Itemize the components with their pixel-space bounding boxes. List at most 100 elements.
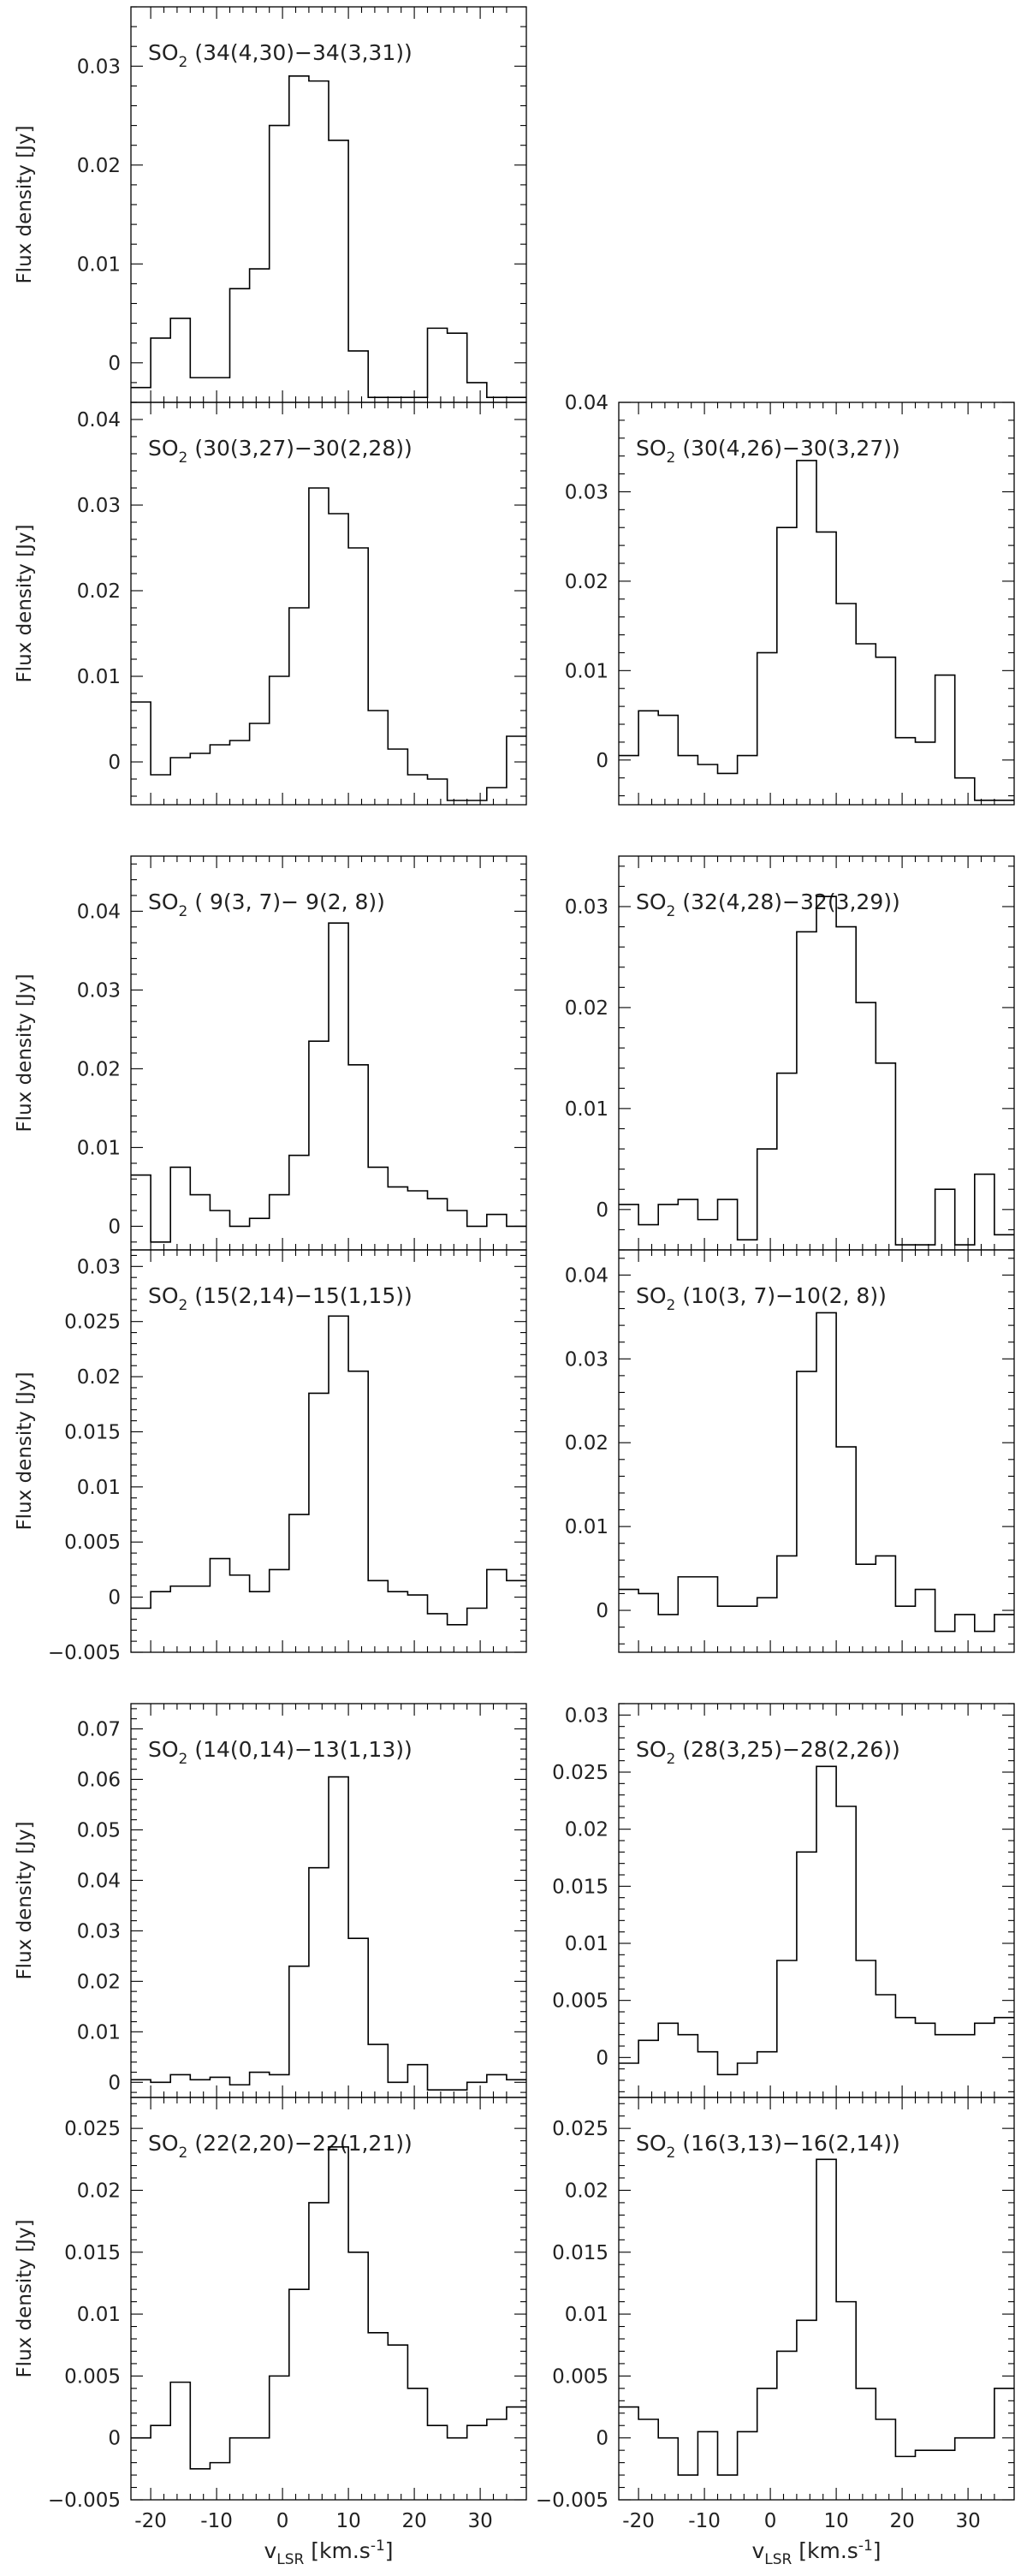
x-tick-label: 30	[955, 2510, 980, 2532]
y-tick-label: 0.07	[77, 1718, 121, 1740]
y-tick-label: 0	[596, 1600, 608, 1622]
y-tick-label: 0.01	[77, 2021, 121, 2044]
y-tick-label: 0	[596, 1199, 608, 1222]
spectrum-panel-9: 0 0.01 0.02 0.03 0.04 0.05 0.06 0.07 Flux densit…	[14, 1703, 527, 2098]
spectrum-line	[131, 2146, 526, 2470]
y-tick-label: 0	[108, 1216, 121, 1238]
y-tick-label: 0.01	[77, 666, 121, 688]
y-tick-label: 0.03	[77, 495, 121, 517]
x-tick-label: 0	[764, 2510, 777, 2532]
spectrum-line	[131, 487, 526, 801]
y-tick-label: 0	[596, 750, 608, 772]
y-tick-label: 0	[596, 2428, 608, 2450]
spectrum-panel-8: 0 0.01 0.02 0.03 0.04 SO2 (10(3, 7)−10(2, 8))	[565, 1249, 1015, 1653]
spectrum-panel-11: −0.005 0 0.005 0.01 0.015 0.02 0.025 Flux densi…	[14, 2097, 527, 2568]
y-tick-label: 0.025	[64, 1312, 121, 1334]
y-tick-label: 0.02	[77, 580, 121, 603]
panel-title: SO2 (30(3,27)−30(2,28))	[148, 436, 413, 467]
y-tick-label: 0.02	[77, 1366, 121, 1389]
x-tick-label: 30	[467, 2510, 492, 2532]
y-tick-label: 0.01	[565, 1516, 608, 1538]
x-tick-label: -10	[688, 2510, 721, 2532]
y-tick-label: 0.03	[565, 1704, 608, 1727]
x-tick-label: -20	[622, 2510, 655, 2532]
y-tick-label: 0.01	[77, 253, 121, 276]
x-axis-label: vLSR [km.s-1]	[264, 2537, 393, 2568]
y-tick-label: 0	[108, 353, 121, 375]
panel-title: SO2 (32(4,28)−32(3,29))	[636, 889, 900, 920]
y-tick-label: 0.06	[77, 1769, 121, 1791]
y-tick-label: 0.02	[565, 1819, 608, 1841]
spectrum-panel-12: −0.005 0 0.005 0.01 0.015 0.02 0.025 SO2 (16(3,…	[536, 2097, 1015, 2568]
y-tick-label: 0.03	[77, 1920, 121, 1942]
spectrum-panel-5: 0 0.01 0.02 0.03 0.04 Flux density [Jy] SO2 ( …	[14, 855, 527, 1251]
y-axis-label: Flux density [Jy]	[14, 524, 36, 682]
y-tick-label: 0.01	[77, 1137, 121, 1159]
y-tick-label: 0.03	[77, 1256, 121, 1278]
y-tick-label: 0.01	[565, 660, 608, 682]
y-tick-label: 0.005	[64, 1532, 121, 1554]
y-tick-label: 0.01	[565, 1933, 608, 1955]
y-tick-label: −0.005	[536, 2490, 608, 2512]
y-tick-label: 0.02	[565, 2180, 608, 2202]
y-tick-label: 0.02	[77, 1058, 121, 1080]
panel-frame	[618, 2097, 1015, 2501]
panel-title: SO2 (14(0,14)−13(1,13))	[148, 1737, 413, 1768]
panel-frame	[618, 1703, 1015, 2098]
y-tick-label: 0.01	[565, 2304, 608, 2326]
y-tick-label: −0.005	[48, 2490, 121, 2512]
y-tick-label: 0.03	[77, 56, 121, 78]
x-tick-label: -10	[200, 2510, 233, 2532]
spectrum-line	[131, 1776, 526, 2091]
y-tick-label: 0.015	[64, 2242, 121, 2264]
spectrum-line	[619, 2158, 1014, 2476]
spectrum-panel-10: 0 0.005 0.01 0.015 0.02 0.025 0.03 SO2 (28(3,25…	[552, 1703, 1015, 2098]
y-tick-label: 0.015	[552, 1876, 608, 1898]
y-tick-label: −0.005	[48, 1642, 121, 1664]
spectrum-panel-4: 0 0.01 0.02 0.03 0.04 SO2 (30(4,26)−30(3,27))	[565, 392, 1015, 806]
y-tick-label: 0.005	[552, 1990, 608, 2013]
panel-title: SO2 (15(2,14)−15(1,15))	[148, 1283, 413, 1314]
y-tick-label: 0.03	[77, 979, 121, 1002]
y-tick-label: 0.005	[64, 2365, 121, 2388]
y-tick-label: 0.005	[552, 2365, 608, 2388]
y-tick-label: 0.04	[77, 1870, 121, 1892]
panel-title: SO2 ( 9(3, 7)− 9(2, 8))	[148, 889, 385, 920]
y-tick-label: 0.04	[77, 409, 121, 431]
y-tick-label: 0	[108, 1587, 121, 1609]
spectrum-line	[619, 1312, 1014, 1633]
spectrum-line	[619, 1765, 1014, 2076]
y-tick-label: 0.01	[77, 1477, 121, 1499]
x-axis-label: vLSR [km.s-1]	[751, 2537, 881, 2568]
x-tick-label: 20	[401, 2510, 426, 2532]
y-tick-label: 0	[596, 2047, 608, 2069]
y-tick-label: 0.02	[565, 1432, 608, 1455]
spectrum-line	[131, 1315, 526, 1626]
panel-title: SO2 (22(2,20)−22(1,21))	[148, 2131, 413, 2162]
y-tick-label: 0.02	[565, 571, 608, 593]
y-tick-label: 0.02	[77, 155, 121, 177]
panel-frame	[130, 1703, 527, 2098]
x-tick-label: -20	[134, 2510, 167, 2532]
x-tick-label: 10	[823, 2510, 848, 2532]
y-tick-label: 0.05	[77, 1819, 121, 1841]
spectrum-panel-1: 0 0.01 0.02 0.03 Flux density [Jy] SO2 (34(4,…	[14, 6, 527, 403]
y-tick-label: 0.025	[552, 1762, 608, 1784]
y-tick-label: 0.02	[565, 997, 608, 1020]
y-tick-label: 0.04	[77, 901, 121, 923]
x-tick-label: 10	[335, 2510, 360, 2532]
y-tick-label: 0.02	[77, 1971, 121, 1993]
panel-title: SO2 (10(3, 7)−10(2, 8))	[636, 1283, 887, 1314]
y-tick-label: 0.03	[565, 481, 608, 503]
panel-title: SO2 (16(3,13)−16(2,14))	[636, 2131, 900, 2162]
y-tick-label: 0.01	[77, 2304, 121, 2326]
y-tick-label: 0.015	[64, 1421, 121, 1443]
spectrum-panel-7: −0.005 0 0.005 0.01 0.015 0.02 0.025 0.03 Flux d…	[14, 1249, 527, 1664]
y-axis-label: Flux density [Jy]	[14, 125, 36, 283]
y-axis-label: Flux density [Jy]	[14, 2219, 36, 2377]
panel-title: SO2 (34(4,30)−34(3,31))	[148, 40, 413, 71]
y-axis-label: Flux density [Jy]	[14, 1371, 36, 1530]
y-tick-label: 0.025	[64, 2118, 121, 2140]
y-tick-label: 0	[108, 2428, 121, 2450]
